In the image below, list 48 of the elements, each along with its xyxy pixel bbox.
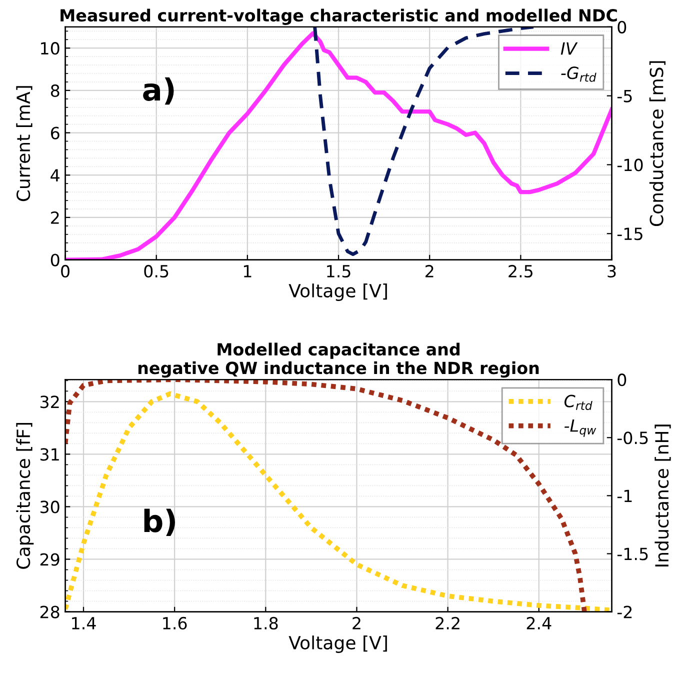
x-axis-title: Voltage [V] (288, 636, 387, 653)
x-tick-label: 2.4 (526, 616, 552, 630)
y-tick-label: 29 (40, 553, 60, 566)
line-series (313, 26, 536, 256)
y2-tick-label: -2 (617, 606, 632, 618)
y2-axis-title: Inductance [nH] (654, 424, 671, 566)
legend-label: IV (560, 42, 578, 55)
y-tick-label: 4 (50, 169, 60, 182)
x-tick-label: 2 (426, 264, 434, 278)
x-tick-label: 3 (608, 264, 616, 278)
x-tick-label: 0.5 (144, 264, 168, 278)
y-tick-label: 10 (41, 42, 60, 55)
x-tick-label: 1.5 (327, 265, 350, 278)
y2-tick-label: -15 (617, 228, 642, 240)
annotation: a) (143, 77, 174, 105)
y2-tick-label: -1.5 (617, 548, 648, 560)
y-tick-label: 31 (40, 448, 59, 461)
x-tick-label: 2.2 (436, 616, 460, 630)
x-tick-label: 1.4 (72, 617, 96, 630)
y-tick-label: 2 (51, 211, 59, 224)
y-tick-label: 28 (40, 606, 60, 618)
legend-label: C$_{rtd}$ (564, 394, 592, 410)
y-tick-label: 32 (40, 396, 59, 408)
y-tick-label: 30 (40, 500, 60, 514)
y2-tick-label: 0 (618, 374, 626, 386)
x-tick-label: 2.5 (508, 264, 532, 278)
y-tick-label: 8 (50, 84, 60, 97)
x-axis-title: Voltage [V] (288, 284, 387, 302)
y2-tick-label: -5 (617, 90, 632, 102)
chart-title: Measured current-voltage characteristic and modelled NDC (60, 8, 617, 25)
x-tick-label: 1.6 (163, 616, 187, 630)
annotation: b) (144, 508, 175, 536)
legend-label: -G$_{rtd}$ (561, 66, 596, 82)
chart-title: Modelled capacitance and negative QW inductance in the NDR region (138, 342, 539, 378)
y-axis-title: Capacitance [fF] (16, 423, 34, 569)
y2-tick-label: -1 (617, 490, 632, 502)
legend-label: -L$_{qw}$ (564, 420, 596, 437)
y-tick-label: 6 (50, 126, 60, 140)
y2-tick-label: -0.5 (617, 432, 648, 444)
y-axis-title: Current [mA] (16, 86, 32, 202)
y2-tick-label: -10 (617, 158, 643, 172)
x-tick-label: 1.8 (254, 616, 278, 630)
x-tick-label: 1 (244, 265, 252, 278)
y-tick-label: 0 (50, 254, 60, 266)
x-tick-label: 0 (61, 264, 70, 278)
y2-axis-title: Conductance [mS] (649, 61, 666, 226)
x-tick-label: 2 (352, 616, 360, 630)
y2-tick-label: 0 (618, 20, 626, 34)
